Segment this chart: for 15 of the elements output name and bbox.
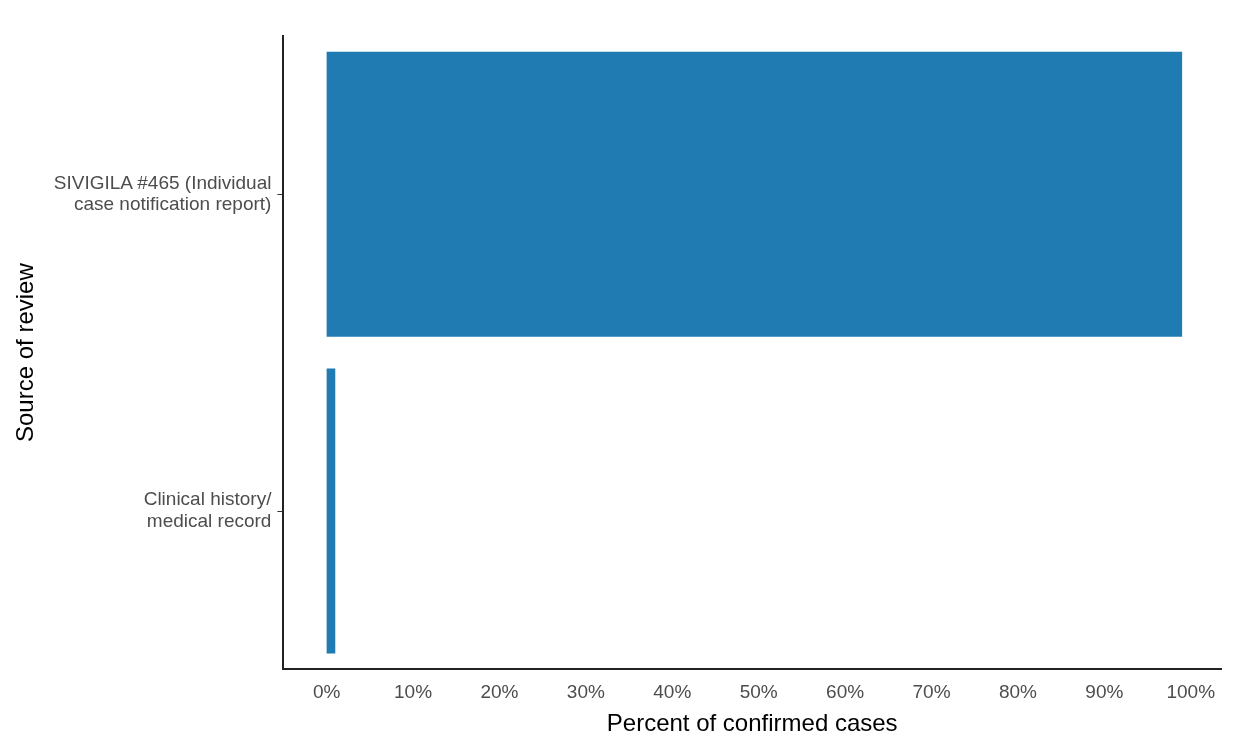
x-tick-label: 10% — [394, 681, 433, 703]
x-tick-label: 100% — [1166, 681, 1216, 703]
x-tick-label: 70% — [912, 681, 951, 703]
x-tick-label: 80% — [998, 681, 1038, 703]
x-tick-label: 20% — [480, 681, 519, 703]
y-axis-title: Source of review — [11, 262, 39, 442]
y-tick-label: Clinical history/ medical record — [143, 488, 273, 532]
x-tick-label: 40% — [653, 681, 692, 703]
x-tick-label: 30% — [566, 681, 605, 703]
x-axis-title: Percent of confirmed cases — [606, 709, 898, 737]
x-tick-label: 60% — [826, 681, 865, 703]
x-tick-label: 50% — [739, 681, 778, 703]
x-tick-label: 90% — [1085, 681, 1124, 703]
y-tick-label: SIVIGILA #465 (Individual case notification report) — [53, 171, 272, 215]
x-tick-label: 0% — [312, 681, 341, 703]
